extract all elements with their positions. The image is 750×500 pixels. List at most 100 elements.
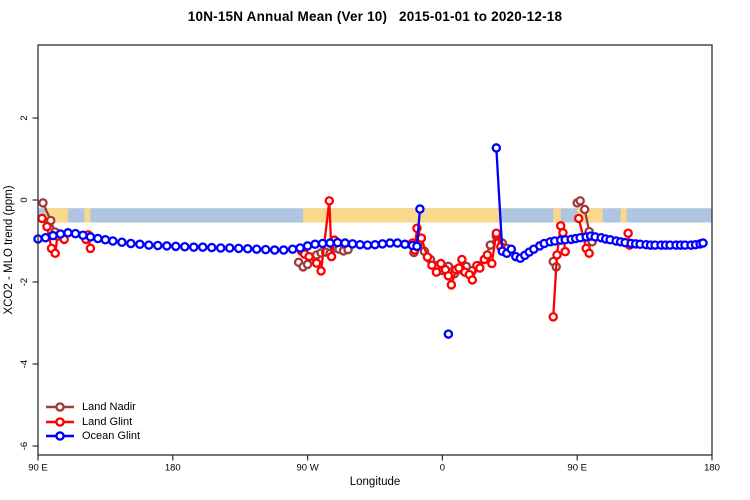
data-point-land-nadir bbox=[38, 198, 48, 208]
data-point-land-glint bbox=[446, 280, 457, 290]
data-point-land-glint bbox=[552, 250, 562, 260]
data-point-ocean-glint bbox=[162, 241, 172, 251]
data-point-land-glint bbox=[475, 263, 485, 273]
data-point-ocean-glint bbox=[153, 240, 163, 251]
data-point-ocean-glint bbox=[242, 244, 253, 254]
data-point-ocean-glint bbox=[310, 239, 320, 250]
data-point-ocean-glint bbox=[392, 238, 403, 248]
band-orange-patch bbox=[303, 208, 501, 223]
data-point-land-glint bbox=[85, 243, 96, 254]
x-axis-label: Longitude bbox=[349, 476, 401, 488]
x-tick-label: 90 E bbox=[567, 463, 587, 474]
data-point-land-glint bbox=[324, 196, 335, 206]
data-point-ocean-glint bbox=[698, 238, 708, 248]
x-tick-label: 180 bbox=[165, 463, 181, 474]
data-point-land-glint bbox=[316, 266, 326, 276]
data-point-ocean-glint bbox=[377, 239, 388, 249]
data-point-ocean-glint bbox=[443, 329, 454, 339]
data-point-ocean-glint bbox=[355, 239, 365, 250]
data-point-ocean-glint bbox=[224, 243, 235, 253]
legend-line-circle-icon bbox=[46, 431, 74, 442]
data-point-ocean-glint bbox=[491, 143, 502, 153]
chart-title: 10N-15N Annual Mean (Ver 10) 2015-01-01 … bbox=[187, 9, 563, 24]
data-point-ocean-glint bbox=[287, 244, 298, 254]
y-tick-label: 0 bbox=[19, 197, 30, 202]
data-point-land-glint bbox=[436, 258, 446, 269]
y-tick-label: -6 bbox=[19, 442, 30, 450]
data-point-ocean-glint bbox=[385, 238, 395, 248]
data-point-ocean-glint bbox=[117, 237, 127, 247]
data-point-ocean-glint bbox=[362, 240, 373, 250]
y-tick-label: 2 bbox=[19, 115, 30, 120]
data-point-land-nadir bbox=[579, 204, 590, 215]
data-point-ocean-glint bbox=[215, 243, 226, 253]
legend-line-circle-icon bbox=[46, 417, 74, 427]
data-point-land-glint bbox=[584, 248, 594, 259]
data-point-land-glint bbox=[311, 258, 322, 268]
data-point-land-glint bbox=[422, 252, 433, 262]
data-point-land-glint bbox=[491, 228, 502, 238]
data-point-ocean-glint bbox=[180, 241, 190, 252]
y-tick-label: -2 bbox=[19, 278, 30, 286]
data-point-land-glint bbox=[443, 271, 454, 281]
data-point-ocean-glint bbox=[63, 228, 73, 238]
data-point-land-glint bbox=[42, 221, 52, 232]
data-point-ocean-glint bbox=[400, 239, 410, 250]
data-point-ocean-glint bbox=[40, 232, 51, 243]
data-point-ocean-glint bbox=[135, 239, 145, 250]
legend-item-land-glint: Land Glint bbox=[44, 415, 140, 430]
data-point-ocean-glint bbox=[206, 242, 217, 253]
data-point-land-glint bbox=[326, 251, 337, 262]
data-point-ocean-glint bbox=[144, 240, 154, 250]
data-point-land-nadir bbox=[485, 240, 496, 250]
data-point-ocean-glint bbox=[412, 241, 422, 252]
legend-item-land-nadir: Land Nadir bbox=[44, 400, 140, 415]
data-point-ocean-glint bbox=[189, 242, 199, 252]
data-point-ocean-glint bbox=[251, 244, 262, 254]
data-point-ocean-glint bbox=[415, 204, 425, 214]
legend-label: Ocean Glint bbox=[82, 430, 141, 443]
data-point-ocean-glint bbox=[260, 244, 271, 255]
legend-label: Land Glint bbox=[82, 415, 133, 428]
legend-line-circle-icon bbox=[46, 402, 74, 413]
x-tick-label: 90 E bbox=[28, 463, 48, 474]
data-point-land-glint bbox=[467, 275, 478, 285]
data-point-land-glint bbox=[431, 267, 442, 277]
y-tick-label: -4 bbox=[19, 360, 30, 368]
data-point-ocean-glint bbox=[370, 239, 380, 250]
data-point-ocean-glint bbox=[269, 245, 280, 255]
data-point-ocean-glint bbox=[325, 238, 335, 248]
data-point-land-glint bbox=[457, 254, 467, 265]
x-tick-label: 0 bbox=[440, 463, 445, 474]
legend-label: Land Nadir bbox=[82, 401, 136, 414]
data-point-land-nadir bbox=[575, 196, 585, 206]
data-point-ocean-glint bbox=[332, 237, 343, 248]
data-point-ocean-glint bbox=[48, 230, 58, 241]
data-point-ocean-glint bbox=[347, 239, 358, 249]
legend-item-ocean-glint: Ocean Glint bbox=[44, 429, 140, 444]
data-point-land-glint bbox=[548, 312, 558, 322]
band-orange-patch bbox=[553, 208, 561, 223]
data-point-land-glint bbox=[623, 228, 633, 238]
data-point-land-glint bbox=[482, 250, 493, 260]
data-point-ocean-glint bbox=[278, 245, 289, 255]
x-tick-label: 180 bbox=[704, 463, 720, 474]
x-tick-label: 90 W bbox=[297, 463, 319, 474]
data-point-ocean-glint bbox=[171, 241, 181, 252]
data-point-land-glint bbox=[50, 248, 60, 259]
data-point-ocean-glint bbox=[340, 238, 350, 248]
data-point-ocean-glint bbox=[85, 232, 96, 242]
data-point-land-glint bbox=[487, 258, 497, 269]
data-point-ocean-glint bbox=[100, 235, 111, 245]
data-point-land-glint bbox=[304, 251, 314, 262]
band-orange-patch bbox=[620, 208, 627, 223]
data-point-ocean-glint bbox=[317, 238, 328, 249]
legend: Land Nadir Land Glint Ocean Glint bbox=[44, 400, 140, 444]
data-point-ocean-glint bbox=[233, 243, 244, 254]
data-point-ocean-glint bbox=[295, 243, 305, 253]
data-point-ocean-glint bbox=[78, 230, 88, 241]
data-point-ocean-glint bbox=[506, 244, 517, 254]
y-axis-label: XCO2 - MLO trend (ppm) bbox=[3, 185, 15, 315]
data-point-ocean-glint bbox=[108, 236, 118, 246]
